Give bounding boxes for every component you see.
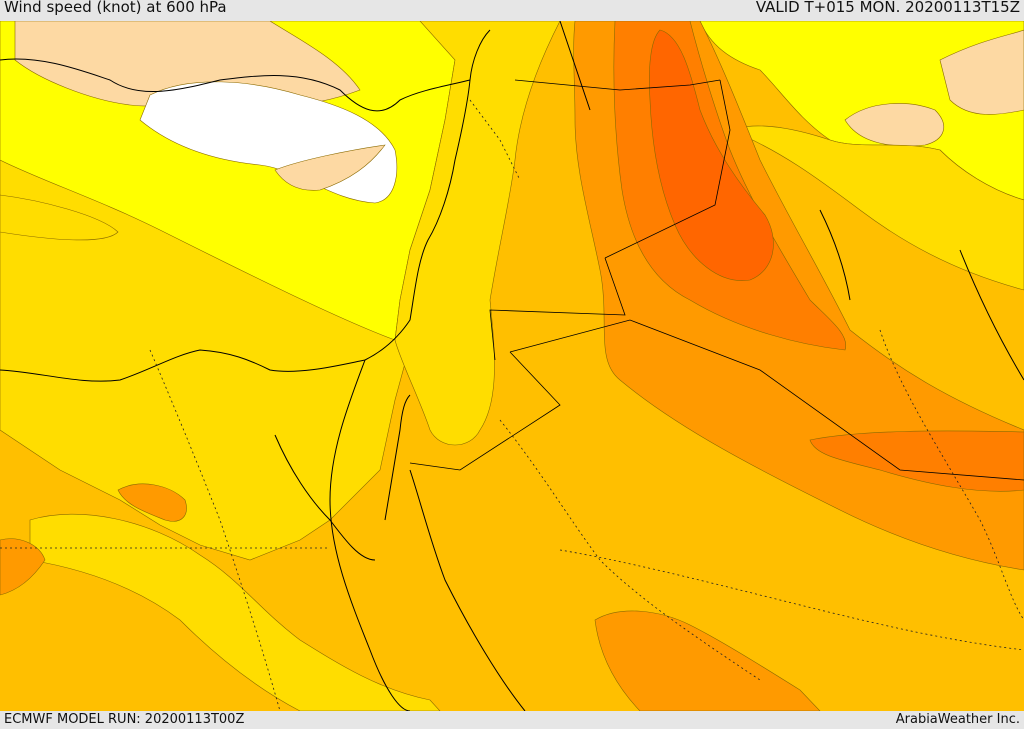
wind-zone-jet-max — [649, 29, 774, 281]
wind-zone-light-cyprus — [274, 144, 386, 191]
header-bar: Wind speed (knot) at 600 hPa VALID T+015… — [0, 0, 1024, 21]
coastlines — [0, 21, 1024, 711]
political-borders — [409, 79, 1024, 481]
borders — [0, 99, 1024, 711]
wind-zone-light-ne — [844, 103, 944, 147]
wind-speed-map — [0, 21, 1024, 711]
wind-zone-orange-west — [117, 483, 187, 522]
wind-zone-gold-east — [729, 125, 1024, 291]
wind-zone-light-ne2 — [939, 29, 1024, 115]
valid-time: VALID T+015 MON. 20200113T15Z — [755, 0, 1020, 16]
wind-zone-orange-edge — [0, 538, 46, 596]
wind-zone-deep-orange-se — [809, 430, 1024, 492]
map-title: Wind speed (knot) at 600 hPa — [4, 0, 227, 16]
wind-band-gold-south — [29, 513, 441, 711]
credit: ArabiaWeather Inc. — [895, 712, 1020, 727]
wind-zone-gold-strip — [0, 194, 119, 241]
wind-zone-gold-levant — [394, 21, 561, 446]
footer-bar: ECMWF MODEL RUN: 20200113T00Z ArabiaWeat… — [0, 711, 1024, 729]
model-run: ECMWF MODEL RUN: 20200113T00Z — [4, 712, 245, 727]
wind-zone-orange-south — [594, 610, 821, 711]
